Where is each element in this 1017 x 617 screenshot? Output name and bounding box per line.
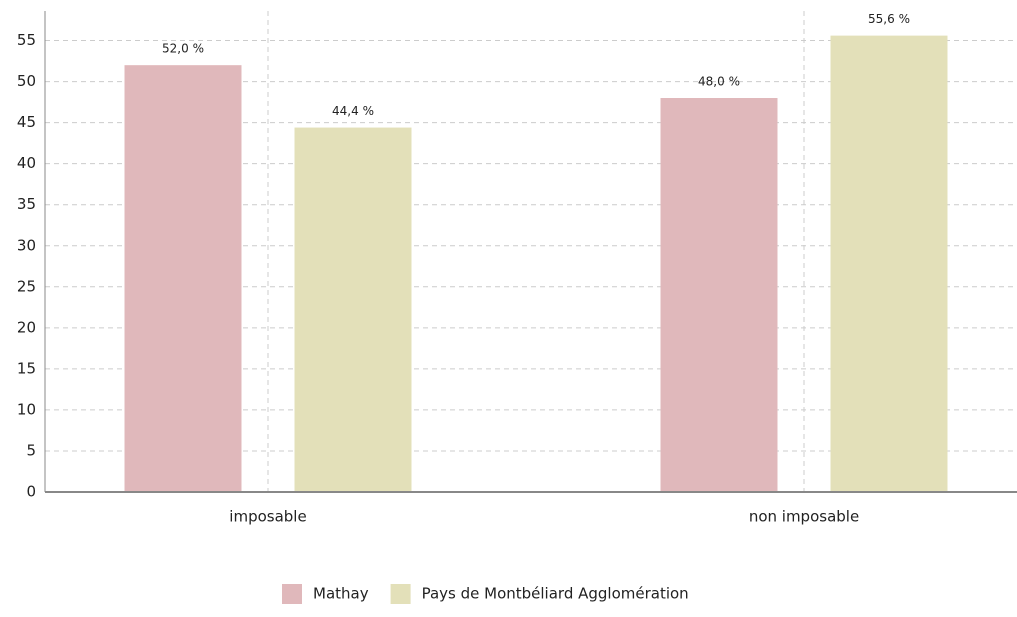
y-tick-label: 25 bbox=[17, 277, 36, 295]
y-tick-label: 5 bbox=[26, 441, 36, 459]
y-tick-label: 55 bbox=[17, 31, 36, 49]
y-tick-label: 0 bbox=[26, 483, 36, 501]
value-label: 48,0 % bbox=[698, 75, 740, 89]
legend-label: Pays de Montbéliard Agglomération bbox=[422, 585, 689, 603]
bar bbox=[830, 35, 948, 492]
value-label: 52,0 % bbox=[162, 42, 204, 56]
value-label: 44,4 % bbox=[332, 104, 374, 118]
y-tick-label: 20 bbox=[17, 318, 36, 336]
legend-swatch bbox=[282, 584, 302, 604]
y-tick-label: 40 bbox=[17, 154, 36, 172]
y-tick-label: 45 bbox=[17, 113, 36, 131]
y-tick-label: 10 bbox=[17, 400, 36, 418]
x-tick-label: non imposable bbox=[749, 508, 859, 526]
value-label: 55,6 % bbox=[868, 12, 910, 26]
bar bbox=[660, 98, 778, 492]
y-tick-label: 35 bbox=[17, 195, 36, 213]
y-tick-label: 50 bbox=[17, 72, 36, 90]
legend-label: Mathay bbox=[313, 585, 369, 603]
y-tick-label: 30 bbox=[17, 236, 36, 254]
y-tick-label: 15 bbox=[17, 359, 36, 377]
x-tick-label: imposable bbox=[229, 508, 306, 526]
legend-swatch bbox=[390, 584, 411, 604]
bar bbox=[294, 127, 412, 493]
bar bbox=[124, 65, 242, 492]
